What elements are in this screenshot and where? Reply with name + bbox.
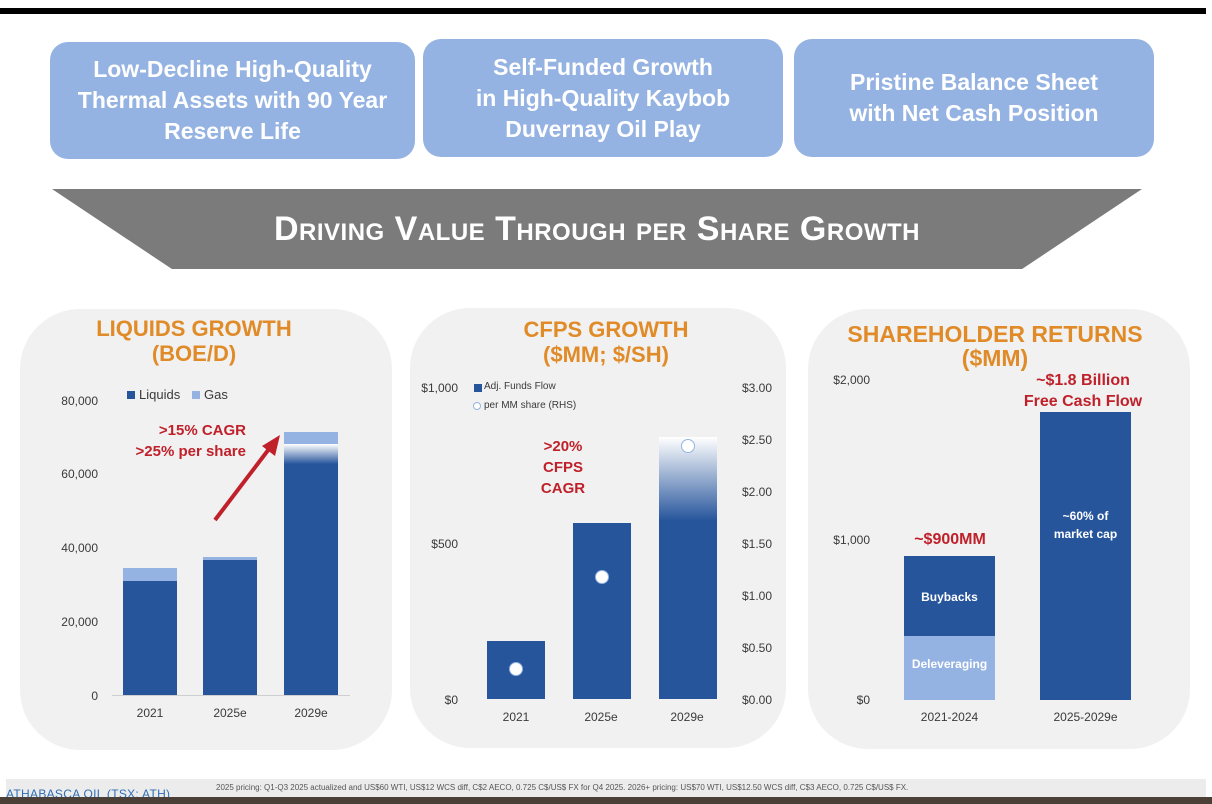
bar-free-cash-flow	[1040, 412, 1131, 700]
legend-swatch-funds-flow	[474, 384, 482, 392]
footer-pricing-note: 2025 pricing: Q1-Q3 2025 actualized and …	[216, 783, 909, 792]
footer-strip	[0, 797, 1212, 804]
chart-title: CFPS GROWTH ($MM; $/SH)	[523, 317, 689, 367]
legend-label: Adj. Funds Flow	[484, 381, 556, 392]
bar-funds-flow-2029e	[659, 436, 717, 699]
bar-funds-flow-2025e	[573, 522, 631, 699]
footer-bar	[6, 779, 1206, 799]
chart-title: SHAREHOLDER RETURNS ($MM)	[847, 321, 1143, 371]
x-tick-label: 2025-2029e	[1053, 710, 1118, 724]
y-tick-label: $2,000	[833, 373, 870, 387]
chart-title: LIQUIDS GROWTH (BOE/D)	[96, 316, 292, 366]
bar-gas-2025e	[203, 557, 257, 561]
legend-swatch-gas	[192, 391, 200, 399]
cagr-annotation: >20% CFPS CAGR	[540, 438, 586, 497]
bar-label: Buybacks	[921, 590, 978, 604]
total-label: ~$1.8 Billion Free Cash Flow	[1023, 372, 1143, 410]
bar-gas-2021	[123, 567, 177, 581]
y-tick-label: $500	[431, 537, 458, 551]
y2-tick-label: $2.50	[742, 433, 773, 447]
y-tick-label: 80,000	[61, 394, 98, 408]
y2-tick-label: $0.00	[742, 693, 773, 707]
bar-deleveraging	[904, 636, 995, 700]
x-tick-label: 2021-2024	[920, 710, 979, 724]
legend-label: per MM share (RHS)	[484, 400, 577, 411]
y-tick-label: 60,000	[61, 467, 98, 481]
y2-tick-label: $0.50	[742, 641, 773, 655]
top-rule	[0, 8, 1206, 14]
bar-liquids-2029e	[284, 444, 338, 695]
legend-swatch-liquids	[127, 391, 135, 399]
y2-tick-label: $1.50	[742, 537, 773, 551]
bar-gas-2029e	[284, 432, 338, 445]
bar-label: ~60% of market cap	[1053, 509, 1118, 541]
y-tick-label: $0	[856, 693, 870, 707]
legend-label: Gas	[204, 387, 228, 402]
x-tick-label: 2021	[502, 710, 530, 724]
pillar-self-funded-growth: Self-Funded Growth in High-Quality Kaybo…	[423, 39, 783, 157]
y-tick-label: 40,000	[61, 541, 98, 555]
y-tick-label: $0	[444, 693, 458, 707]
marker-per-share-2025e	[595, 570, 609, 585]
pillar-thermal-assets: Low-Decline High-Quality Thermal Assets …	[50, 42, 415, 159]
x-tick-label: 2021	[136, 706, 164, 720]
y-tick-label: $1,000	[833, 533, 870, 547]
bar-liquids-2025e	[203, 560, 257, 695]
x-tick-label: 2029e	[670, 710, 704, 724]
bar-buybacks	[904, 556, 995, 636]
banner-funnel	[52, 189, 1142, 269]
pillar-text: Low-Decline High-Quality Thermal Assets …	[77, 56, 388, 144]
x-axis	[112, 695, 350, 696]
total-label: ~$900MM	[914, 531, 986, 548]
legend-label: Liquids	[139, 387, 181, 402]
x-tick-label: 2029e	[294, 706, 328, 720]
y2-tick-label: $3.00	[742, 381, 773, 395]
bar-label: Deleveraging	[911, 657, 988, 671]
marker-per-share-2021	[509, 661, 523, 676]
x-tick-label: 2025e	[213, 706, 247, 720]
cagr-annotation: >15% CAGR >25% per share	[135, 422, 247, 460]
pillar-balance-sheet: Pristine Balance Sheet with Net Cash Pos…	[794, 39, 1154, 157]
y-tick-label: $1,000	[421, 381, 458, 395]
y-tick-label: 20,000	[61, 615, 98, 629]
marker-per-share-2029e	[681, 439, 695, 454]
banner-title: Driving Value Through per Share Growth	[273, 209, 921, 248]
bar-liquids-2021	[123, 580, 177, 695]
pillar-text: Self-Funded Growth in High-Quality Kaybo…	[475, 53, 731, 142]
legend-marker-per-share	[473, 402, 481, 410]
y-tick-label: 0	[91, 689, 98, 703]
pillar-text: Pristine Balance Sheet with Net Cash Pos…	[849, 69, 1099, 126]
y2-tick-label: $1.00	[742, 589, 773, 603]
x-tick-label: 2025e	[584, 710, 618, 724]
y2-tick-label: $2.00	[742, 485, 773, 499]
